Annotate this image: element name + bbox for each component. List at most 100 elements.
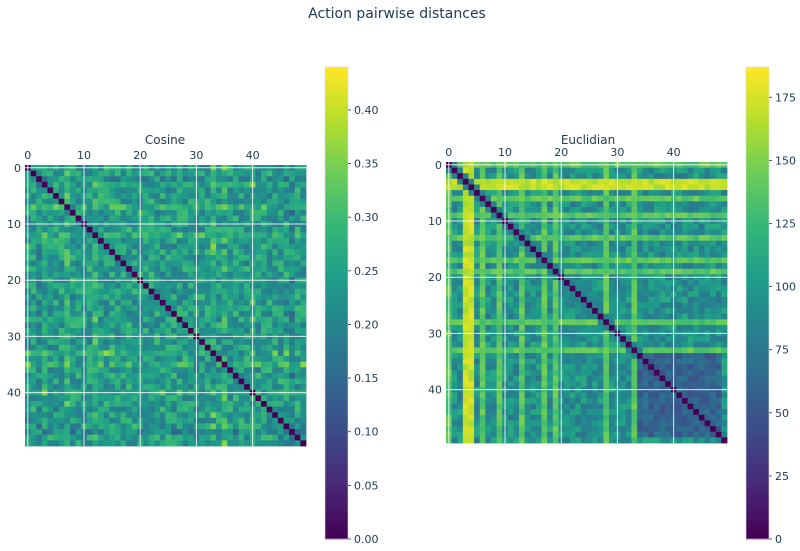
heatmap-cell (474, 268, 481, 275)
heatmap-cell (608, 263, 615, 270)
heatmap-cell (58, 423, 65, 430)
heatmap-cell (586, 414, 593, 421)
heatmap-cell (109, 232, 116, 239)
heatmap-cell (631, 223, 638, 230)
heatmap-cell (86, 294, 93, 301)
heatmap-cell (485, 319, 492, 326)
heatmap-cell (496, 319, 503, 326)
heatmap-cell (216, 260, 223, 267)
heatmap-cell (120, 311, 127, 318)
heatmap-cell (120, 344, 127, 351)
heatmap-cell (120, 260, 127, 267)
heatmap-cell (474, 195, 481, 202)
heatmap-cell (244, 249, 251, 256)
heatmap-cell (255, 238, 262, 245)
heatmap-cell (165, 266, 172, 273)
heatmap-cell (261, 311, 268, 318)
heatmap-cell (143, 361, 150, 368)
heatmap-cell (221, 209, 228, 216)
heatmap-cell (642, 235, 649, 242)
heatmap-cell (721, 223, 728, 230)
heatmap-cell (608, 347, 615, 354)
heatmap-cell (592, 201, 599, 208)
heatmap-cell (569, 201, 576, 208)
heatmap-cell (216, 215, 223, 222)
heatmap-cell (648, 280, 655, 287)
heatmap-cell (575, 257, 582, 264)
heatmap-cell (513, 409, 520, 416)
heatmap-cell (289, 378, 296, 385)
heatmap-cell (216, 238, 223, 245)
heatmap-cell (289, 305, 296, 312)
heatmap-cell (715, 319, 722, 326)
heatmap-cell (603, 285, 610, 292)
heatmap-cell (41, 260, 48, 267)
heatmap-cell (75, 361, 82, 368)
heatmap-cell (86, 327, 93, 334)
heatmap-cell (485, 195, 492, 202)
heatmap-cell (199, 361, 206, 368)
colorbar-segment (325, 527, 348, 532)
heatmap-cell (238, 181, 245, 188)
heatmap-cell (496, 313, 503, 320)
heatmap-cell (69, 249, 76, 256)
heatmap-cell (120, 249, 127, 256)
heatmap-cell (165, 406, 172, 413)
heatmap-cell (637, 285, 644, 292)
heatmap-cell (53, 294, 60, 301)
heatmap-cell (182, 339, 189, 346)
heatmap-cell (575, 302, 582, 309)
heatmap-cell (586, 173, 593, 180)
heatmap-cell (47, 271, 54, 278)
heatmap-cell (53, 266, 60, 273)
heatmap-cell (642, 246, 649, 253)
heatmap-cell (120, 232, 127, 239)
heatmap-cell (676, 364, 683, 371)
heatmap-cell (462, 358, 469, 365)
heatmap-cell (569, 409, 576, 416)
heatmap-cell (255, 266, 262, 273)
heatmap-cell (289, 429, 296, 436)
heatmap-cell (187, 356, 194, 363)
heatmap-cell (642, 364, 649, 371)
heatmap-cell (631, 308, 638, 315)
heatmap-cell (642, 173, 649, 180)
heatmap-cell (552, 296, 559, 303)
heatmap-cell (294, 294, 301, 301)
heatmap-cell (653, 268, 660, 275)
heatmap-cell (109, 339, 116, 346)
heatmap-cell (294, 429, 301, 436)
heatmap-cell (603, 420, 610, 427)
heatmap-cell (266, 226, 273, 233)
heatmap-cell (479, 235, 486, 242)
heatmap-cell (535, 324, 542, 331)
heatmap-cell (266, 288, 273, 295)
heatmap-cell (524, 409, 531, 416)
heatmap-cell (114, 294, 121, 301)
heatmap-cell (277, 384, 284, 391)
heatmap-cell (715, 347, 722, 354)
heatmap-cell (171, 434, 178, 441)
heatmap-cell (457, 240, 464, 247)
heatmap-cell (698, 201, 705, 208)
heatmap-cell (58, 305, 65, 312)
heatmap-cell (289, 401, 296, 408)
heatmap-cell (69, 232, 76, 239)
heatmap-cell (603, 223, 610, 230)
heatmap-cell (30, 311, 37, 318)
heatmap-cell (204, 232, 211, 239)
heatmap-cell (294, 406, 301, 413)
heatmap-cell (221, 406, 228, 413)
heatmap-cell (171, 311, 178, 318)
heatmap-cell (120, 322, 127, 329)
heatmap-cell (165, 367, 172, 374)
heatmap-cell (238, 271, 245, 278)
heatmap-cell (120, 378, 127, 385)
colorbar-segment (325, 279, 348, 284)
heatmap-cell (642, 251, 649, 258)
heatmap-cell (704, 381, 711, 388)
heatmap-cell (58, 193, 65, 200)
heatmap-cell (637, 358, 644, 365)
heatmap-cell (715, 353, 722, 360)
heatmap-cell (485, 235, 492, 242)
